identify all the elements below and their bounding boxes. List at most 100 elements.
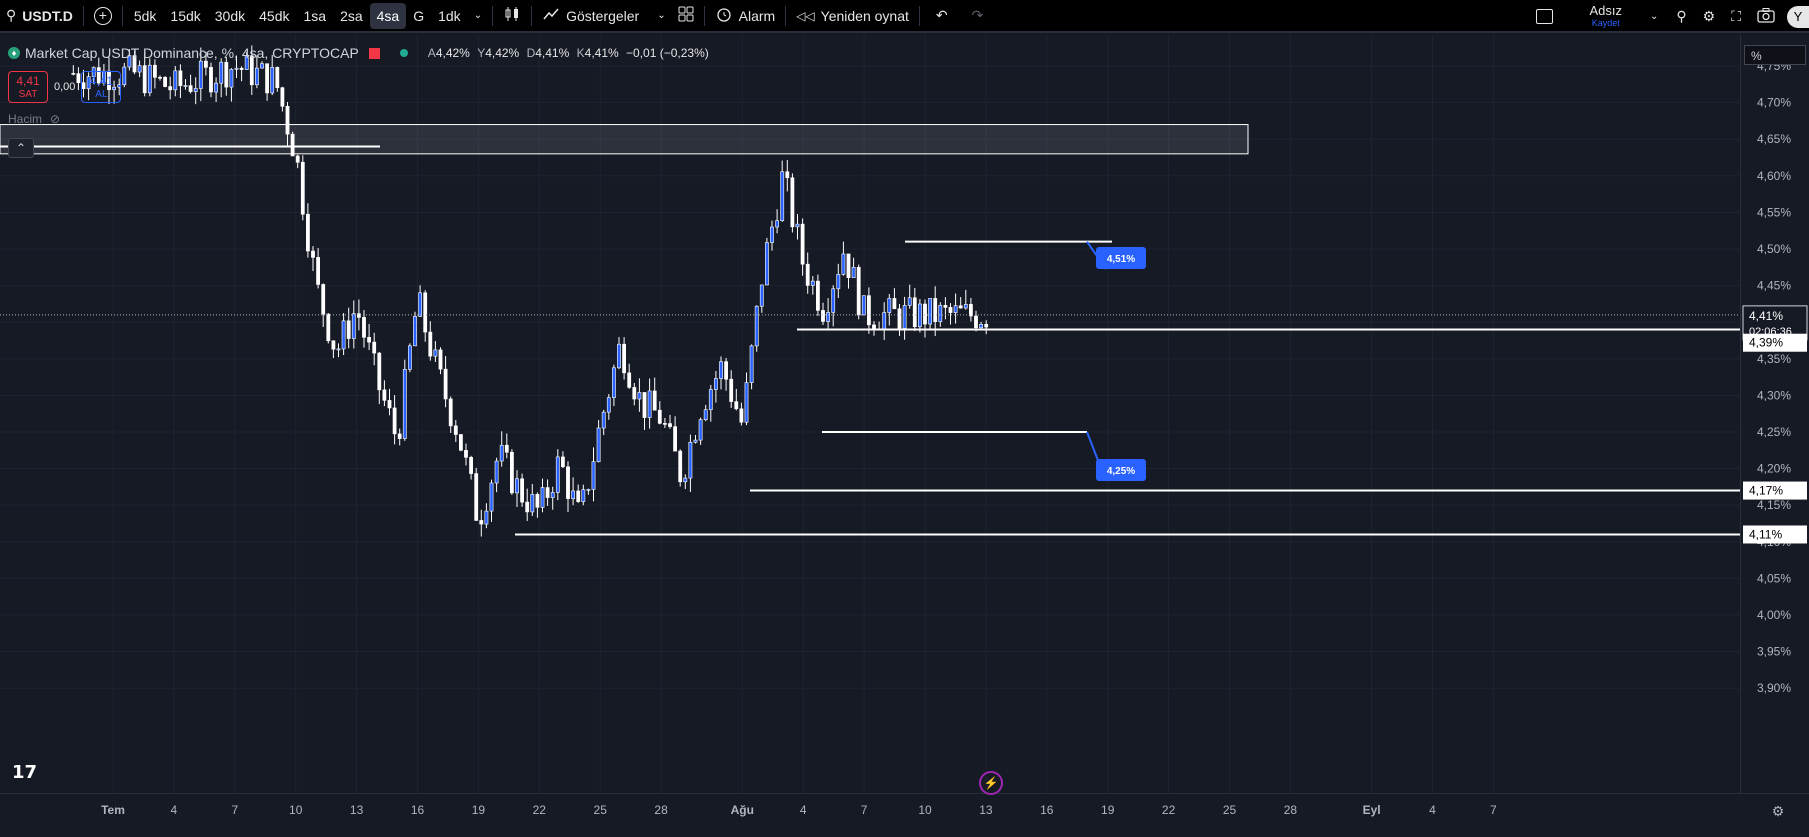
candle-body: [887, 298, 892, 313]
undo-button[interactable]: ↶: [924, 0, 960, 32]
candle-body: [560, 456, 565, 468]
candle-body: [372, 341, 377, 354]
time-tick: Ağu: [731, 803, 754, 817]
open-value: 4,42%: [435, 46, 470, 60]
open-label: A: [427, 46, 436, 60]
avatar[interactable]: Y: [1783, 0, 1809, 33]
candle-body: [300, 161, 305, 215]
candle-body: [984, 324, 989, 328]
lightning-icon: ⚡: [983, 776, 999, 790]
flash-button[interactable]: ⚡: [979, 771, 1003, 795]
layout-button[interactable]: [1518, 0, 1571, 33]
indicators-icon: [542, 5, 560, 26]
candle-body: [520, 478, 525, 503]
eye-hidden-icon[interactable]: ⊘: [50, 112, 61, 126]
candle-body: [836, 274, 841, 290]
candle-body: [866, 295, 871, 326]
tradingview-logo[interactable]: 17: [12, 762, 38, 783]
candle-body: [948, 307, 953, 313]
candle-body: [122, 66, 127, 85]
candle-body: [244, 55, 249, 70]
time-axis[interactable]: Tem 4 7 10 13 16 19 22 25 28 Ağu 4 7 10 13 16 19 22 25 28 Ey…: [0, 793, 1809, 832]
spread-value: 0,00: [54, 81, 76, 93]
candle-body: [815, 280, 820, 311]
timeframe-1dk[interactable]: 1dk: [438, 7, 461, 24]
candle-body: [407, 345, 412, 370]
price-axis[interactable]: 4,75%4,70%4,65%4,60%4,55%4,50%4,45%4,40%…: [1740, 35, 1809, 793]
gear-icon: ⚙: [1771, 803, 1785, 819]
layout-dropdown-button[interactable]: ⌄: [1640, 0, 1668, 33]
sell-button[interactable]: 4,41 SAT: [8, 71, 48, 103]
symbol-search[interactable]: ⚲ USDT.D: [0, 0, 79, 32]
volume-legend[interactable]: Hacim ⊘: [8, 112, 60, 126]
timeframe-4sa[interactable]: 4sa: [369, 2, 407, 29]
timeframe-1sa[interactable]: 1sa: [303, 7, 327, 24]
buy-label: AL: [95, 89, 108, 100]
buy-price: 4,41: [89, 74, 114, 88]
replay-button[interactable]: ◁◁ Yeniden oynat: [790, 0, 915, 32]
fullscreen-button[interactable]: ⛶: [1723, 0, 1749, 33]
timeframe-5dk[interactable]: 5dk: [133, 7, 157, 24]
layout-name-button[interactable]: Adsız Kaydet: [1571, 0, 1640, 33]
candle-body: [76, 73, 81, 83]
legend-title[interactable]: Market Cap USDT Dominance, %, 4sa, CRYPT…: [25, 45, 359, 61]
candle-body: [183, 85, 188, 87]
timeframe-2sa[interactable]: 2sa: [340, 7, 363, 24]
price-tick: 4,35%: [1757, 352, 1791, 366]
candle-body: [596, 427, 601, 462]
candle-body: [917, 303, 922, 328]
quick-search-button[interactable]: ⚲: [1668, 0, 1694, 33]
candle-body: [943, 305, 948, 308]
time-tick: 10: [289, 803, 303, 817]
timeframe-30dk[interactable]: 30dk: [214, 7, 246, 24]
price-chart[interactable]: 4,51% 4,25%: [0, 35, 1740, 793]
high-value: 4,42%: [485, 46, 520, 60]
timeframe-45dk[interactable]: 45dk: [259, 7, 290, 24]
sell-label: SAT: [18, 89, 38, 100]
candle-body: [657, 409, 662, 424]
candle-body: [632, 387, 637, 400]
axis-settings-button[interactable]: ⚙: [1768, 801, 1788, 821]
unit-label: %: [1751, 49, 1762, 63]
timeframe-group: 5dk 15dk 30dk 45dk 1sa 2sa 4sa G 1dk: [127, 2, 468, 29]
indicators-button[interactable]: Göstergeler ⌄: [536, 0, 672, 32]
candle-body: [418, 292, 423, 317]
price-tick: 4,30%: [1757, 388, 1791, 402]
candle-body: [698, 419, 703, 441]
add-symbol-button[interactable]: +: [88, 0, 118, 32]
candle-body: [438, 349, 443, 370]
redo-button[interactable]: ↷: [960, 0, 996, 32]
candle-body: [525, 501, 530, 513]
candle-body: [356, 313, 361, 318]
candle-body: [234, 67, 239, 70]
candle-body: [484, 510, 489, 525]
candle-body: [311, 250, 315, 258]
candle-body: [673, 426, 678, 452]
snapshot-button[interactable]: [1749, 0, 1783, 33]
collapse-legend-button[interactable]: ⌃: [8, 138, 34, 158]
candle-body: [851, 267, 856, 278]
alarm-button[interactable]: Alarm: [709, 0, 782, 32]
timeframe-15dk[interactable]: 15dk: [170, 7, 201, 24]
divider: [703, 5, 705, 26]
candle-body: [204, 60, 208, 68]
buy-button[interactable]: 4,41 AL: [81, 71, 122, 103]
timeframe-G[interactable]: G: [413, 7, 425, 24]
settings-button[interactable]: ⚙: [1695, 0, 1724, 33]
axis-price-label-bg: [1743, 333, 1807, 352]
divider: [121, 5, 123, 26]
scale-unit-box[interactable]: %: [1744, 45, 1806, 65]
market-closed-flag-icon[interactable]: [368, 47, 380, 59]
fullscreen-icon: ⛶: [1731, 8, 1741, 24]
candle-body: [224, 61, 229, 88]
time-tick: 7: [1490, 803, 1497, 817]
templates-button[interactable]: [672, 0, 700, 32]
volume-label: Hacim: [8, 112, 43, 126]
time-tick: 13: [979, 803, 993, 817]
time-tick: 4: [1429, 803, 1436, 817]
chart-type-button[interactable]: [497, 0, 527, 32]
data-status-icon: [399, 49, 408, 57]
timeframe-dropdown-button[interactable]: ⌄: [468, 0, 488, 32]
candle-body: [759, 284, 764, 307]
candle-body: [239, 67, 244, 70]
